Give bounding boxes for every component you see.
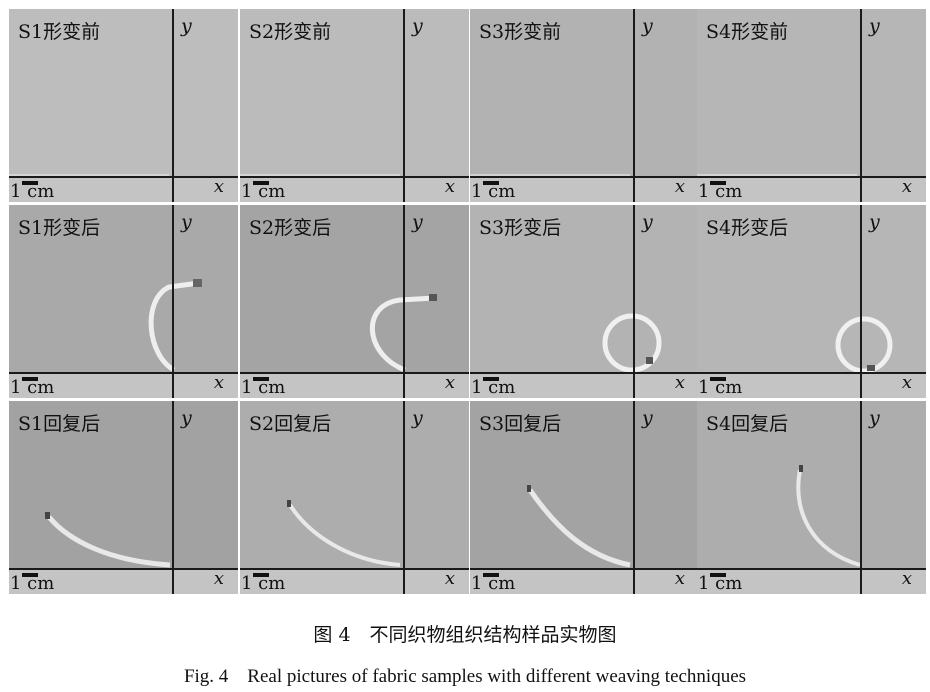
x-axis-label: x [213, 372, 224, 393]
scale-bar [253, 573, 269, 577]
photo-panel: S4回复后 y x 1 cm [697, 401, 926, 594]
panel-label: S3回复后 [479, 413, 562, 435]
panel-label: S1回复后 [18, 413, 101, 435]
sample-photo [470, 205, 699, 398]
scale-bar [253, 377, 269, 381]
photo-panel: S4形变前 y x 1 cm [697, 9, 926, 202]
scale-label: 1 cm [241, 377, 286, 398]
scale-label: 1 cm [698, 181, 743, 202]
scale-label: 1 cm [698, 573, 743, 594]
x-axis-label: x [901, 372, 912, 393]
caption-chinese: 图 4 不同织物组织结构样品实物图 [313, 624, 617, 646]
y-axis-label: y [412, 211, 423, 233]
scale-bar [22, 573, 38, 577]
sample-photo [240, 205, 469, 398]
scale-label: 1 cm [241, 181, 286, 202]
sample-photo [697, 9, 926, 202]
sample-photo [9, 401, 238, 594]
scale-label: 1 cm [241, 573, 286, 594]
y-axis-label: y [642, 15, 653, 37]
scale-bar [483, 181, 499, 185]
panel-label: S2形变前 [249, 21, 332, 43]
panel-label: S3形变前 [479, 21, 562, 43]
y-axis-label: y [869, 211, 880, 233]
sample-photo [240, 401, 469, 594]
photo-panel: S2形变前 y x 1 cm [240, 9, 469, 202]
scale-label: 1 cm [471, 573, 516, 594]
y-axis-label: y [181, 407, 192, 429]
x-axis-label: x [674, 568, 685, 589]
scale-bar [710, 181, 726, 185]
photo-panel: S2回复后 y x 1 cm [240, 401, 469, 594]
scale-label: 1 cm [471, 181, 516, 202]
y-axis-label: y [181, 15, 192, 37]
x-axis-label: x [213, 568, 224, 589]
sample-photo [697, 401, 926, 594]
scale-label: 1 cm [10, 181, 55, 202]
sample-photo [240, 9, 469, 202]
x-axis-label: x [901, 176, 912, 197]
photo-panel: S2形变后 y x 1 cm [240, 205, 469, 398]
y-axis-label: y [869, 407, 880, 429]
y-axis-label: y [412, 15, 423, 37]
x-axis-label: x [674, 372, 685, 393]
panel-label: S4形变后 [706, 217, 789, 239]
panel-label: S1形变后 [18, 217, 101, 239]
y-axis-label: y [869, 15, 880, 37]
scale-label: 1 cm [10, 377, 55, 398]
sample-photo [9, 205, 238, 398]
photo-panel: S3形变后 y x 1 cm [470, 205, 699, 398]
x-axis-label: x [901, 568, 912, 589]
panel-label: S4回复后 [706, 413, 789, 435]
scale-bar [253, 181, 269, 185]
x-axis-label: x [444, 568, 455, 589]
panel-label: S3形变后 [479, 217, 562, 239]
sample-photo [697, 205, 926, 398]
scale-bar [483, 377, 499, 381]
y-axis-label: y [412, 407, 423, 429]
scale-bar [710, 573, 726, 577]
x-axis-label: x [444, 372, 455, 393]
x-axis-label: x [444, 176, 455, 197]
scale-bar [483, 573, 499, 577]
caption-english: Fig. 4 Real pictures of fabric samples w… [183, 666, 747, 687]
photo-panel: S3回复后 y x 1 cm [470, 401, 699, 594]
sample-photo [470, 401, 699, 594]
y-axis-label: y [181, 211, 192, 233]
scale-label: 1 cm [698, 377, 743, 398]
photo-panel: S1回复后 y x 1 cm [9, 401, 238, 594]
sample-photo [9, 9, 238, 202]
x-axis-label: x [674, 176, 685, 197]
panel-label: S4形变前 [706, 21, 789, 43]
scale-bar [710, 377, 726, 381]
x-axis-label: x [213, 176, 224, 197]
scale-label: 1 cm [471, 377, 516, 398]
scale-bar [22, 181, 38, 185]
scale-bar [22, 377, 38, 381]
photo-panel: S3形变前 y x 1 cm [470, 9, 699, 202]
panel-label: S2形变后 [249, 217, 332, 239]
sample-photo [470, 9, 699, 202]
panel-label: S2回复后 [249, 413, 332, 435]
photo-panel: S1形变后 y x 1 cm [9, 205, 238, 398]
panel-label: S1形变前 [18, 21, 101, 43]
y-axis-label: y [642, 407, 653, 429]
scale-label: 1 cm [10, 573, 55, 594]
y-axis-label: y [642, 211, 653, 233]
photo-panel: S1形变前 y x 1 cm [9, 9, 238, 202]
photo-panel: S4形变后 y x 1 cm [697, 205, 926, 398]
